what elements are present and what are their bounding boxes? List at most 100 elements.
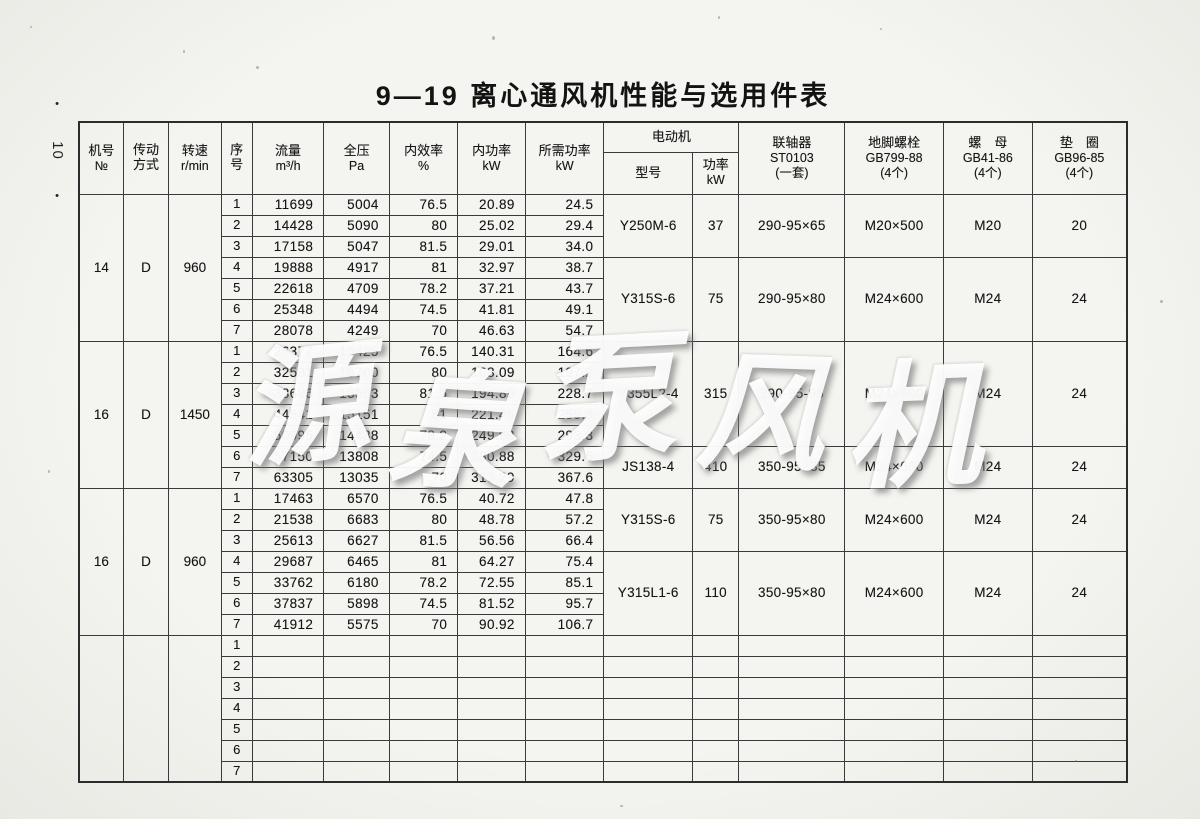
cell-coupling bbox=[738, 760, 846, 783]
cell-pressure: 4917 bbox=[323, 256, 390, 279]
cell-coupling bbox=[738, 739, 846, 762]
cell-required-power: 38.7 bbox=[524, 256, 605, 279]
table-row-block1-7: 7 28078 4249 70 46.63 54.7 bbox=[79, 319, 1127, 342]
cell-motor-power bbox=[692, 634, 740, 657]
cell-efficiency bbox=[388, 760, 459, 783]
cell-flow bbox=[251, 718, 325, 741]
cell-serial: 6 bbox=[220, 592, 253, 615]
table-row-block3-1: 16 D 960 1 17463 6570 76.5 40.72 47.8 Y315S-6 75 35… bbox=[78, 487, 1128, 636]
cell-flow: 21538 bbox=[251, 508, 325, 531]
cell-efficiency: 81 bbox=[388, 256, 459, 279]
cell-pressure: 5004 bbox=[323, 193, 390, 216]
cell-required-power bbox=[524, 760, 605, 783]
header-line: Pa bbox=[348, 158, 365, 173]
table-row-block3-5: 5 33762 6180 78.2 72.55 85.1 bbox=[79, 571, 1127, 594]
header-line: kW bbox=[706, 173, 725, 188]
cell-anchor-bolt: M24×600 bbox=[844, 487, 944, 552]
cell-motor-power: 410 bbox=[692, 445, 740, 489]
cell-efficiency: 76.5 bbox=[388, 340, 459, 363]
cell-internal-power bbox=[457, 739, 526, 762]
cell-pressure: 6180 bbox=[323, 571, 390, 594]
col-header-speed: 转速 r/min bbox=[168, 121, 222, 195]
cell-motor-power: 315 bbox=[692, 340, 740, 447]
cell-coupling: 290-95×80 bbox=[738, 256, 846, 342]
cell-serial: 7 bbox=[220, 613, 253, 636]
header-line: kW bbox=[482, 158, 501, 173]
cell-machine-no: 14 bbox=[78, 193, 124, 342]
col-header-serial: 序 号 bbox=[220, 121, 253, 195]
cell-pressure bbox=[323, 634, 390, 657]
cell-internal-power: 194.89 bbox=[457, 382, 526, 405]
cell-speed: 960 bbox=[168, 487, 222, 636]
cell-anchor-bolt: M24×600 bbox=[844, 550, 944, 636]
cell-motor-model bbox=[603, 739, 694, 762]
cell-pressure bbox=[323, 718, 390, 741]
cell-washer: 24 bbox=[1031, 340, 1128, 447]
cell-internal-power: 37.21 bbox=[457, 277, 526, 300]
cell-required-power: 66.4 bbox=[524, 529, 605, 552]
col-header-motor-model: 型号 bbox=[603, 151, 694, 195]
cell-flow: 19888 bbox=[251, 256, 325, 279]
cell-internal-power: 140.31 bbox=[457, 340, 526, 363]
cell-nut bbox=[943, 760, 1033, 783]
header-line: 垫 圈 bbox=[1059, 135, 1099, 151]
cell-motor-power bbox=[692, 697, 740, 720]
cell-flow: 14428 bbox=[251, 214, 325, 237]
cell-coupling bbox=[738, 655, 846, 678]
cell-internal-power bbox=[457, 718, 526, 741]
table-row-block2-6: 6 57150 13808 74.5 280.88 329.6 JS138-4 410 350-… bbox=[79, 445, 1128, 489]
scan-speck bbox=[620, 805, 623, 807]
cell-internal-power: 41.81 bbox=[457, 298, 526, 321]
cell-serial: 6 bbox=[220, 445, 253, 468]
cell-pressure bbox=[323, 760, 390, 783]
cell-motor-power: 110 bbox=[692, 550, 740, 636]
table-row-block4-3: 3 bbox=[79, 676, 1128, 699]
cell-machine-no bbox=[78, 634, 124, 783]
cell-pressure: 6627 bbox=[323, 529, 390, 552]
cell-coupling bbox=[738, 676, 846, 699]
cell-serial: 1 bbox=[220, 340, 253, 363]
cell-internal-power: 32.97 bbox=[457, 256, 526, 279]
cell-pressure bbox=[323, 676, 390, 699]
cell-internal-power: 221.46 bbox=[457, 403, 526, 426]
cell-required-power bbox=[524, 634, 605, 657]
header-line: 地脚螺栓 bbox=[868, 135, 921, 151]
cell-efficiency: 76.5 bbox=[388, 487, 459, 510]
cell-pressure: 14488 bbox=[323, 424, 390, 447]
cell-coupling: 290-95×65 bbox=[738, 193, 846, 258]
table-row-block2-7: 7 63305 13035 70 313.29 367.6 bbox=[79, 466, 1127, 489]
cell-flow: 22618 bbox=[251, 277, 325, 300]
cell-coupling: 290-95-95 bbox=[738, 340, 846, 447]
header-line: 传动 bbox=[132, 142, 159, 158]
cell-flow: 25348 bbox=[251, 298, 325, 321]
cell-coupling: 350-95×80 bbox=[738, 487, 846, 552]
cell-efficiency: 70 bbox=[388, 466, 459, 489]
cell-serial: 4 bbox=[220, 256, 253, 279]
cell-serial: 3 bbox=[220, 235, 253, 258]
header-line: 机号 bbox=[88, 142, 115, 158]
cell-required-power: 24.5 bbox=[524, 193, 605, 216]
cell-required-power: 57.2 bbox=[524, 508, 605, 531]
cell-pressure: 4494 bbox=[323, 298, 390, 321]
cell-required-power: 47.8 bbox=[524, 487, 605, 510]
cell-washer: 20 bbox=[1031, 193, 1128, 258]
cell-internal-power: 46.63 bbox=[457, 319, 526, 342]
cell-internal-power: 168.09 bbox=[457, 361, 526, 384]
cell-serial: 7 bbox=[220, 466, 253, 489]
col-header-required-power: 所需功率 kW bbox=[524, 121, 605, 195]
cell-motor-power bbox=[692, 676, 740, 699]
table-row-block4-4: 4 bbox=[79, 697, 1128, 720]
page-title: 9—19 离心通风机性能与选用件表 bbox=[375, 81, 831, 111]
cell-motor-model bbox=[603, 718, 694, 741]
cell-serial: 2 bbox=[220, 214, 253, 237]
col-header-internal-power: 内功率 kW bbox=[457, 121, 526, 195]
cell-drive-mode bbox=[122, 634, 170, 783]
cell-efficiency: 81.5 bbox=[388, 529, 459, 552]
table-row-block4-1: 1 bbox=[78, 634, 1128, 783]
scan-speck bbox=[492, 36, 495, 40]
scan-speck bbox=[1160, 300, 1163, 303]
header-line: GB41-86 bbox=[962, 151, 1013, 166]
cell-anchor-bolt: M24×600 bbox=[844, 340, 944, 447]
cell-efficiency: 81 bbox=[388, 403, 459, 426]
cell-washer bbox=[1031, 655, 1128, 678]
